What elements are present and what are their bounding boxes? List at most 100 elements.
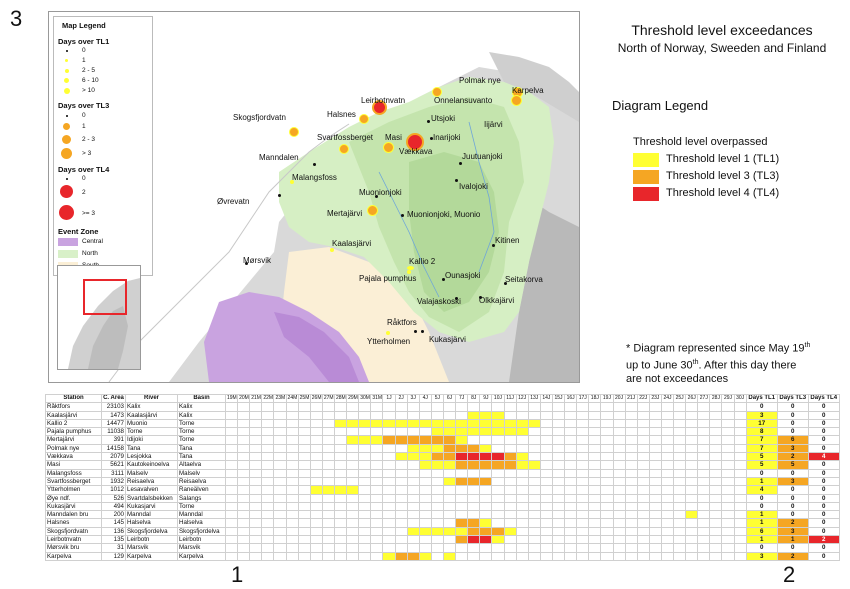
day-cell [418, 543, 432, 553]
day-cell [515, 510, 529, 520]
days-tl1: 7 [745, 435, 778, 445]
day-cell [709, 452, 723, 462]
date-header: 10J [491, 393, 505, 404]
date-header: 14J [539, 393, 553, 404]
day-cell [721, 510, 735, 520]
table-row: Ytterholmen 1012 Lesavalven Raneälven 4 0 0 [45, 485, 840, 495]
day-cell [285, 501, 299, 512]
day-cell [624, 427, 638, 437]
day-cell [249, 410, 263, 420]
day-cell [333, 476, 348, 487]
day-cell [576, 460, 590, 470]
day-cell [273, 435, 287, 445]
day-cell [309, 443, 323, 454]
day-cell [406, 443, 420, 454]
day-cell [442, 402, 457, 412]
day-cell [430, 460, 444, 470]
day-cell [273, 468, 287, 478]
day-cell [333, 402, 348, 412]
station-marker [290, 180, 294, 184]
day-cell [503, 551, 517, 561]
place-label: Kitinen [495, 236, 520, 245]
day-cell [551, 510, 566, 520]
day-cell [224, 493, 239, 503]
day-cell [588, 402, 602, 412]
day-cell [273, 443, 287, 454]
place-label: Polmak nye [459, 76, 501, 85]
day-cell [600, 526, 614, 537]
place-label: Halsnes [327, 110, 356, 119]
day-cell [527, 418, 541, 429]
day-cell [273, 526, 287, 537]
day-cell [406, 493, 420, 503]
day-cell [673, 476, 687, 487]
day-cell [297, 485, 311, 495]
date-header: 6J [442, 393, 457, 404]
day-cell [479, 501, 493, 512]
day-cell [539, 468, 553, 478]
day-cell [636, 543, 650, 553]
day-cell [721, 418, 735, 429]
day-cell [467, 551, 481, 561]
station-marker [455, 297, 458, 300]
tl1-legend-item: > 10 [82, 87, 95, 94]
day-cell [648, 476, 662, 487]
table-row: Kukasjärvi 494 Kukasjarvi Torne 0 0 0 [45, 501, 840, 512]
day-cell [418, 435, 432, 445]
day-cell [333, 427, 348, 437]
zone-legend-title: Event Zone [58, 227, 99, 236]
day-cell [273, 410, 287, 420]
day-cell [333, 551, 348, 561]
day-cell [479, 543, 493, 553]
day-cell [588, 476, 602, 487]
cell-basin: Raneälven [177, 485, 226, 495]
day-cell [273, 518, 287, 528]
place-label: Svartfossberget [317, 133, 374, 142]
day-cell [406, 535, 420, 545]
place-label: Iijärvi [484, 120, 503, 129]
day-cell [491, 468, 505, 478]
place-label: Pajala pumphus [359, 274, 417, 283]
tl1-legend-label: Threshold level 1 (TL1) [666, 153, 780, 165]
date-header: 16J [564, 393, 578, 404]
day-cell [697, 452, 711, 462]
day-cell [491, 460, 505, 470]
day-cell [370, 443, 384, 454]
day-cell [648, 427, 662, 437]
day-cell [515, 468, 529, 478]
day-cell [467, 510, 481, 520]
day-cell [697, 460, 711, 470]
day-cell [709, 476, 723, 487]
date-header: 22M [261, 393, 275, 404]
day-cell [612, 543, 626, 553]
day-cell [503, 452, 517, 462]
day-cell [418, 518, 432, 528]
day-cell [333, 535, 348, 545]
day-cell [564, 402, 578, 412]
cell-area: 1473 [101, 410, 126, 420]
day-cell [442, 543, 457, 553]
day-cell [539, 526, 553, 537]
day-cell [479, 510, 493, 520]
day-cell [576, 493, 590, 503]
day-cell [551, 402, 566, 412]
days-tl3: 0 [776, 501, 809, 512]
day-cell [539, 493, 553, 503]
day-cell [442, 493, 457, 503]
day-cell [430, 443, 444, 454]
day-cell [467, 485, 481, 495]
day-cell [515, 501, 529, 512]
day-cell [697, 526, 711, 537]
days-tl3: 0 [776, 543, 809, 553]
note-line4: are not exceedances [626, 373, 729, 386]
day-cell [539, 485, 553, 495]
day-cell [551, 485, 566, 495]
day-cell [297, 551, 311, 561]
day-cell [297, 460, 311, 470]
day-cell [648, 526, 662, 537]
column-header: Basin [177, 393, 226, 404]
day-cell [406, 402, 420, 412]
day-cell [430, 410, 444, 420]
day-cell [455, 476, 469, 487]
map-background [49, 12, 579, 382]
